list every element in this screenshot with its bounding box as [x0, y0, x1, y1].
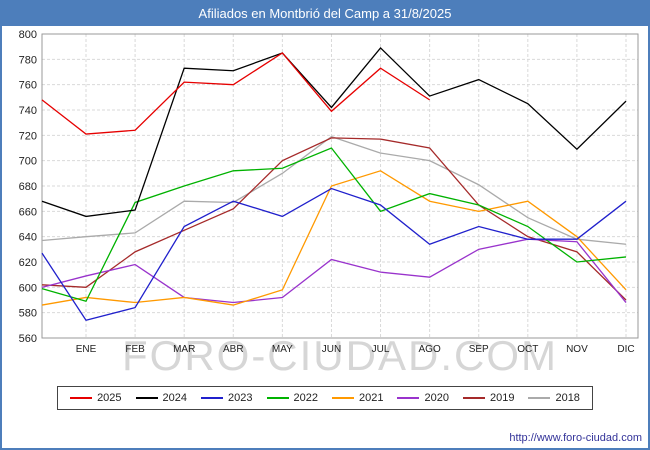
x-tick-label: ABR	[223, 344, 244, 355]
legend-item-2018: 2018	[528, 392, 580, 404]
x-tick-label: AGO	[419, 344, 441, 355]
y-tick-label: 600	[19, 282, 37, 294]
legend-item-2019: 2019	[462, 392, 515, 404]
y-tick-label: 700	[19, 156, 37, 168]
legend-item-2023: 2023	[201, 392, 253, 404]
legend-item-2024: 2024	[135, 392, 188, 404]
x-tick-label: FEB	[125, 344, 145, 355]
series-line-2019	[41, 137, 627, 301]
legend-swatch-2021	[332, 397, 354, 399]
watermark: FORO-CIUDAD.COM	[122, 332, 558, 378]
x-tick-label: DIC	[617, 344, 634, 355]
x-tick-label: JUN	[322, 344, 341, 355]
x-tick-label: MAY	[272, 344, 293, 355]
legend-row: 2025 2024 2023 2022 2021 2020 2019 2018	[2, 386, 648, 410]
y-tick-label: 760	[19, 80, 37, 92]
legend-swatch-2020	[397, 397, 420, 399]
legend-swatch-2022	[266, 397, 289, 399]
chart-canvas: FORO-CIUDAD.COM 560 580 600 620 640 660 680 700 7…	[19, 29, 639, 379]
legend-swatch-2019	[462, 397, 485, 399]
plot-border	[41, 33, 639, 339]
legend-item-2025: 2025	[70, 392, 122, 404]
legend-item-2021: 2021	[332, 392, 383, 404]
y-tick-label: 640	[19, 232, 37, 244]
legend-swatch-2024	[135, 397, 158, 399]
legend-label: 2021	[359, 392, 384, 404]
legend-label: 2022	[293, 392, 318, 404]
legend: 2025 2024 2023 2022 2021 2020 2019 2018	[57, 386, 593, 410]
chart-title: Afiliados en Montbrió del Camp a 31/8/20…	[2, 2, 648, 26]
x-tick-label: JUL	[372, 344, 390, 355]
legend-label: 2020	[424, 392, 449, 404]
series-line-2025	[41, 52, 430, 135]
y-tick-label: 560	[19, 333, 37, 345]
series-line-2020	[41, 238, 627, 304]
series-line-2021	[41, 170, 627, 306]
line-chart: FORO-CIUDAD.COM 560 580 600 620 640 660 680 700 7…	[2, 26, 648, 379]
x-tick-label: ENE	[76, 344, 97, 355]
x-tick-label: SEP	[469, 344, 489, 355]
y-tick-label: 780	[19, 54, 37, 66]
y-tick-label: 680	[19, 181, 37, 193]
footer-url[interactable]: http://www.foro-ciudad.com	[509, 432, 642, 444]
y-tick-label: 800	[19, 29, 37, 41]
legend-label: 2025	[97, 392, 122, 404]
legend-label: 2018	[555, 392, 580, 404]
series-line-2023	[41, 187, 627, 322]
x-tick-label: MAR	[173, 344, 195, 355]
legend-swatch-2025	[70, 397, 93, 399]
legend-label: 2023	[228, 392, 253, 404]
legend-swatch-2023	[201, 397, 224, 399]
legend-label: 2024	[162, 392, 188, 404]
legend-item-2022: 2022	[266, 392, 318, 404]
legend-swatch-2018	[528, 397, 551, 399]
x-tick-label: NOV	[566, 344, 588, 355]
legend-item-2020: 2020	[397, 392, 449, 404]
y-tick-label: 620	[19, 257, 37, 269]
series-line-2018	[41, 135, 627, 245]
y-tick-label: 660	[19, 206, 37, 218]
x-tick-label: OCT	[517, 344, 538, 355]
series-line-2022	[41, 147, 627, 303]
y-tick-label: 740	[19, 105, 37, 117]
legend-label: 2019	[489, 392, 515, 404]
y-tick-label: 580	[19, 308, 37, 320]
series-line-2024	[41, 46, 627, 218]
y-tick-label: 720	[19, 130, 37, 142]
